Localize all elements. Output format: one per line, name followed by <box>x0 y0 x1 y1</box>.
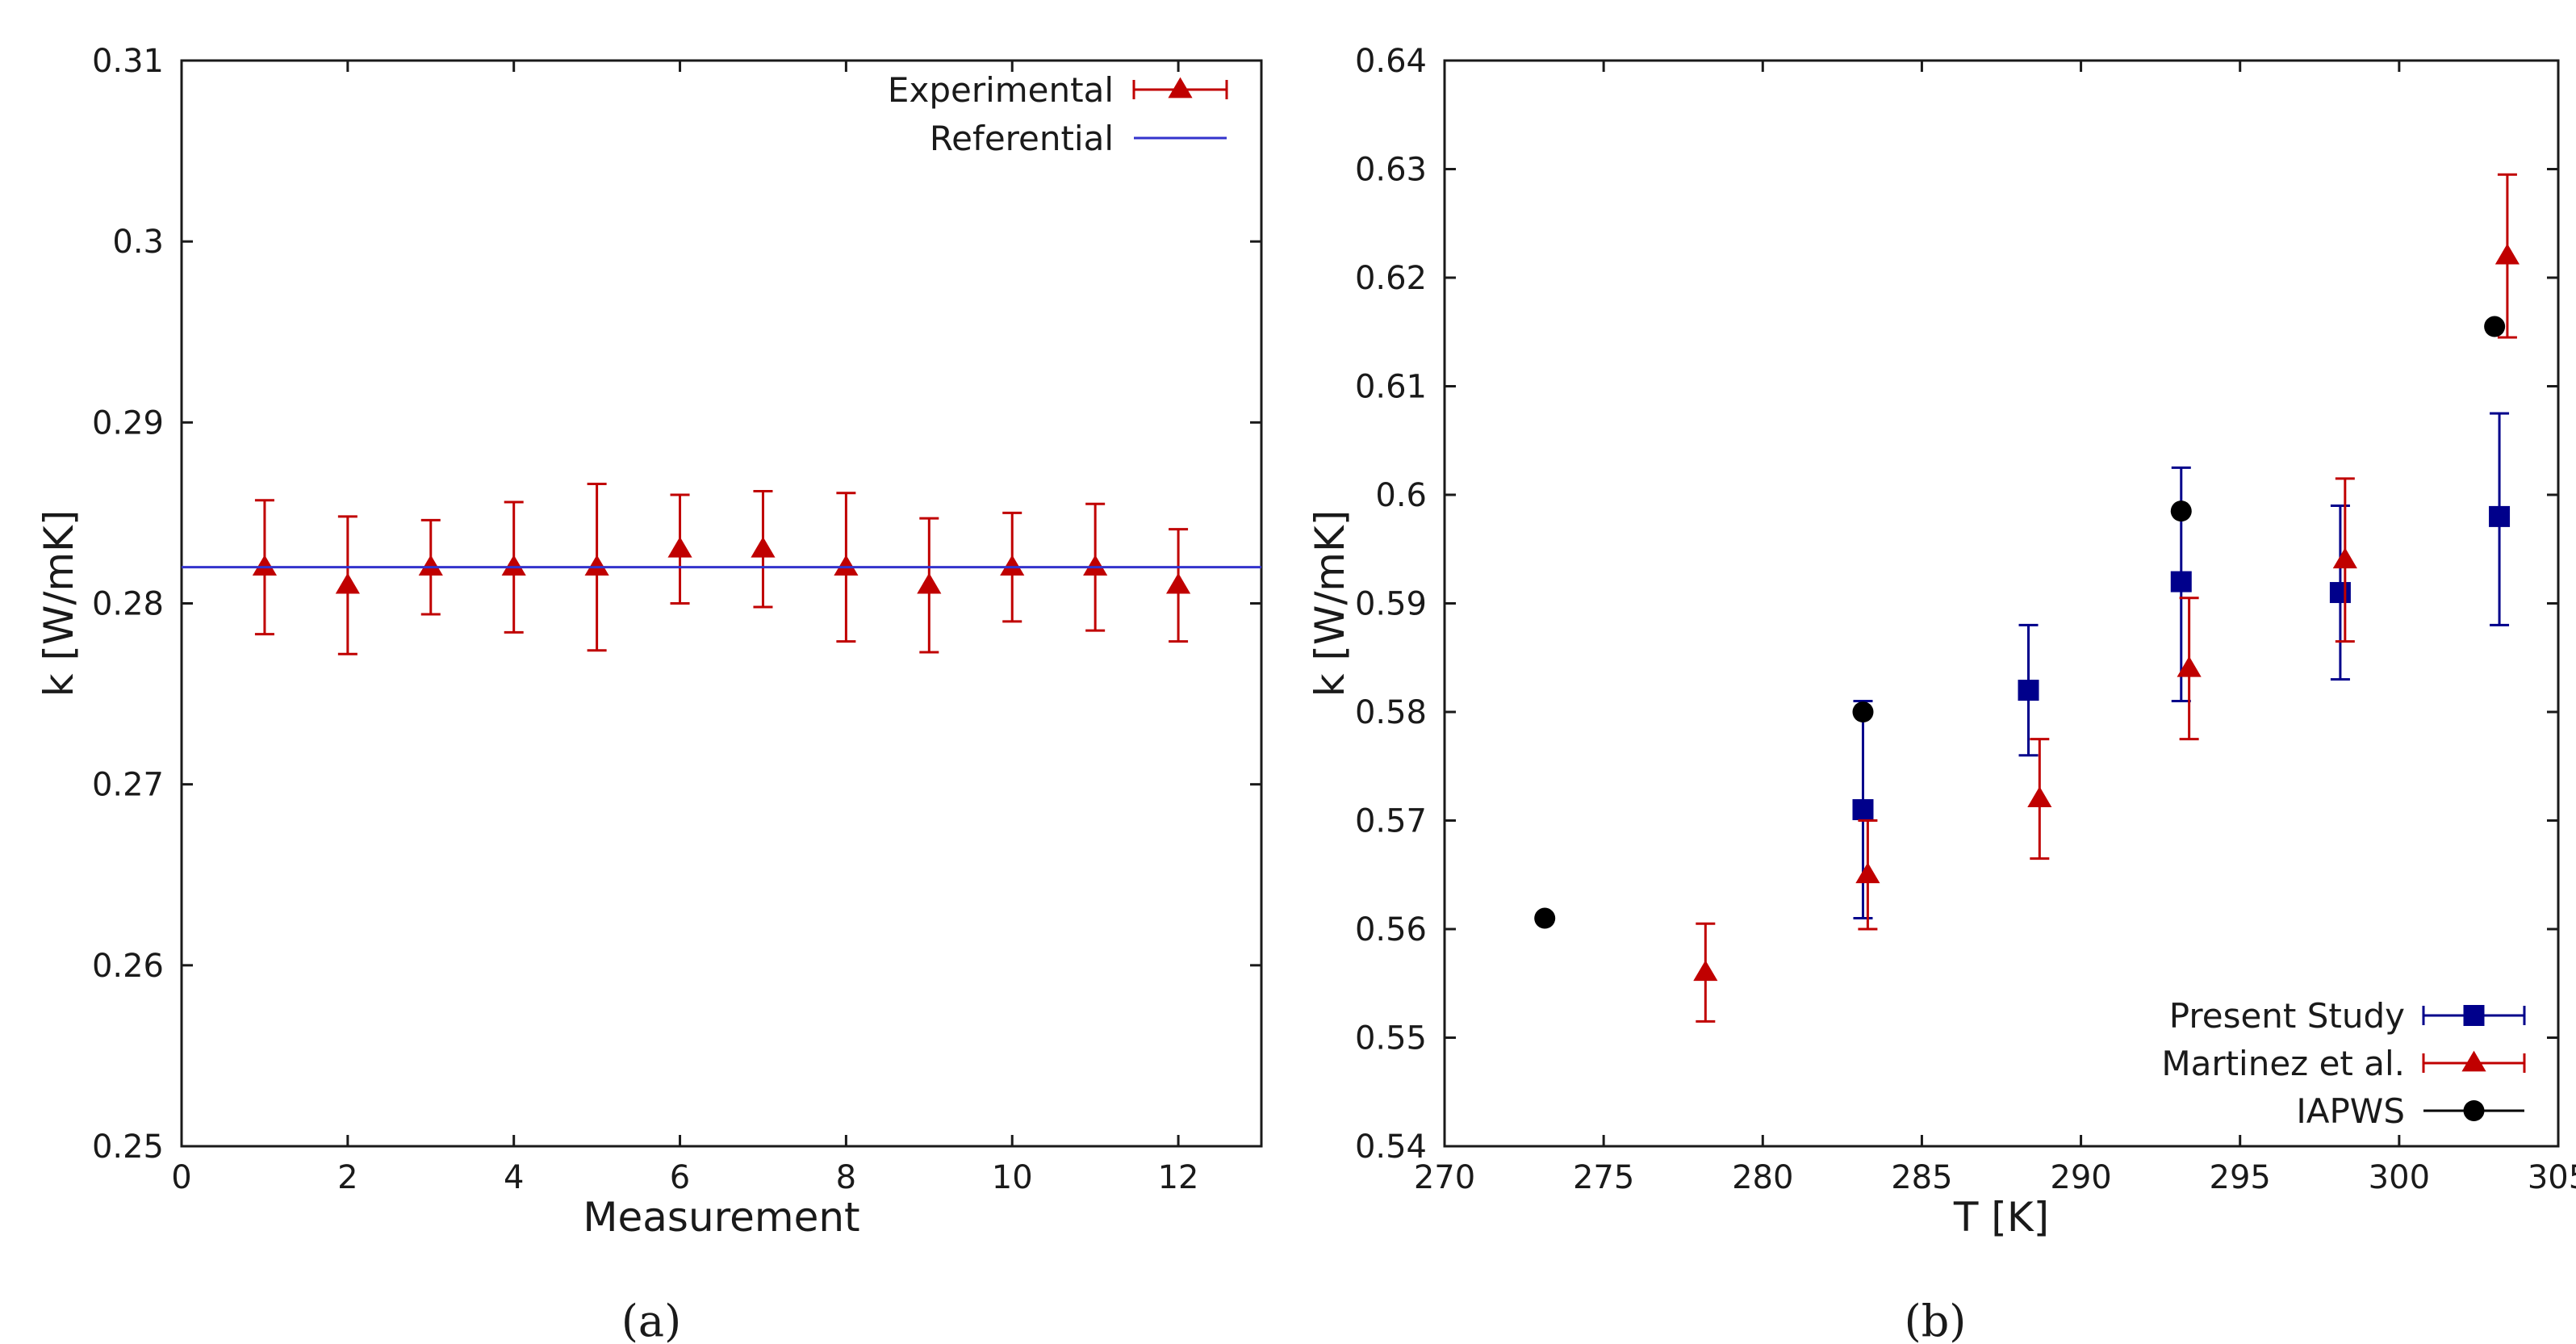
legend-marker <box>1168 77 1193 98</box>
legend-marker <box>2461 1050 2486 1072</box>
panel-caption: (a) <box>621 1296 681 1344</box>
panel-caption: (b) <box>1905 1296 1967 1344</box>
legend-label: Referential <box>930 119 1114 158</box>
data-point <box>2484 316 2506 337</box>
y-tick-label: 0.6 <box>1375 477 1427 514</box>
legend-item: Present Study <box>2169 996 2526 1036</box>
series-present-study <box>1852 412 2511 920</box>
plot-frame <box>1443 59 2560 1148</box>
y-tick-label: 0.54 <box>1355 1128 1427 1166</box>
y-tick-label: 0.59 <box>1355 586 1427 623</box>
legend-label: Martinez et al. <box>2161 1044 2405 1083</box>
data-point <box>834 555 859 576</box>
data-point <box>252 555 278 576</box>
y-tick-label: 0.27 <box>92 767 164 804</box>
y-tick-label: 0.56 <box>1355 911 1427 948</box>
y-tick-label: 0.63 <box>1355 152 1427 189</box>
x-tick-label: 8 <box>836 1159 856 1196</box>
legend-marker <box>2463 1100 2485 1121</box>
y-tick-label: 0.55 <box>1355 1020 1427 1057</box>
data-point <box>917 572 942 594</box>
x-tick-label: 10 <box>992 1159 1033 1196</box>
data-point <box>1852 799 1874 821</box>
data-point <box>2494 243 2520 265</box>
data-point <box>667 536 692 558</box>
y-tick-label: 0.28 <box>92 586 164 623</box>
y-tick-label: 0.61 <box>1355 369 1427 406</box>
data-point <box>501 555 526 576</box>
x-tick-label: 6 <box>670 1159 690 1196</box>
y-tick-label: 0.26 <box>92 948 164 985</box>
y-tick-label: 0.62 <box>1355 260 1427 297</box>
x-tick-label: 285 <box>1891 1159 1952 1196</box>
x-tick-label: 300 <box>2369 1159 2430 1196</box>
x-tick-label: 2 <box>337 1159 358 1196</box>
data-point <box>1000 555 1025 576</box>
y-axis-title: k [W/mK] <box>36 510 82 697</box>
series-iapws <box>1534 316 2506 929</box>
x-axis-title: Measurement <box>583 1194 859 1241</box>
x-tick-label: 12 <box>1158 1159 1199 1196</box>
data-point <box>1534 907 1556 929</box>
data-point <box>2018 680 2039 701</box>
x-axis-title: T [K] <box>1953 1194 2049 1241</box>
data-point <box>1693 960 1718 982</box>
y-tick-label: 0.29 <box>92 404 164 442</box>
data-point <box>1855 862 1880 884</box>
y-tick-label: 0.25 <box>92 1128 164 1166</box>
data-point <box>751 536 776 558</box>
data-point <box>2027 786 2052 807</box>
data-point <box>1083 555 1108 576</box>
legend-item: IAPWS <box>2296 1091 2524 1131</box>
data-point <box>1165 572 1191 594</box>
legend-label: Present Study <box>2169 996 2405 1036</box>
legend-label: IAPWS <box>2296 1091 2405 1131</box>
data-point <box>2177 655 2202 677</box>
data-point <box>2489 505 2511 527</box>
chart-panel-a: 0 2 4 6 8 10 12 0.25 0.26 0.27 0.28 0.29 0.3 0.31 Meas… <box>36 43 1263 1344</box>
data-point <box>335 572 360 594</box>
x-tick-label: 275 <box>1573 1159 1634 1196</box>
data-point <box>418 555 443 576</box>
series-experimental <box>252 483 1191 655</box>
legend-label: Experimental <box>888 70 1114 110</box>
x-tick-label: 4 <box>504 1159 524 1196</box>
legend: Experimental Referential <box>888 70 1228 158</box>
x-tick-label: 290 <box>2050 1159 2111 1196</box>
x-tick-label: 305 <box>2528 1159 2576 1196</box>
series-martinez-et-al <box>1693 173 2520 1023</box>
x-tick-label: 295 <box>2210 1159 2271 1196</box>
data-point <box>2329 582 2351 604</box>
y-axis-title: k [W/mK] <box>1307 510 1353 697</box>
y-tick-label: 0.58 <box>1355 694 1427 731</box>
chart-panel-b: 270 275 280 285 290 295 300 305 0.54 0.55 0.56 0.57… <box>1307 43 2576 1344</box>
y-tick-label: 0.31 <box>92 43 164 80</box>
legend-item: Experimental <box>888 70 1228 110</box>
legend-marker <box>2463 1005 2485 1026</box>
x-tick-label: 280 <box>1732 1159 1793 1196</box>
plot-frame <box>180 59 1263 1148</box>
legend-item: Martinez et al. <box>2161 1044 2526 1083</box>
data-point <box>2332 547 2357 569</box>
x-tick-label: 0 <box>171 1159 191 1196</box>
data-point <box>2170 571 2192 592</box>
data-point <box>1852 701 1874 722</box>
x-tick-label: 270 <box>1414 1159 1475 1196</box>
legend: Present Study Martinez et al. IAPWS <box>2161 996 2526 1131</box>
data-point <box>584 555 609 576</box>
y-tick-label: 0.57 <box>1355 803 1427 840</box>
data-point <box>2170 500 2192 522</box>
y-tick-label: 0.64 <box>1355 43 1427 80</box>
legend-item: Referential <box>930 119 1227 158</box>
y-tick-label: 0.3 <box>112 224 164 261</box>
